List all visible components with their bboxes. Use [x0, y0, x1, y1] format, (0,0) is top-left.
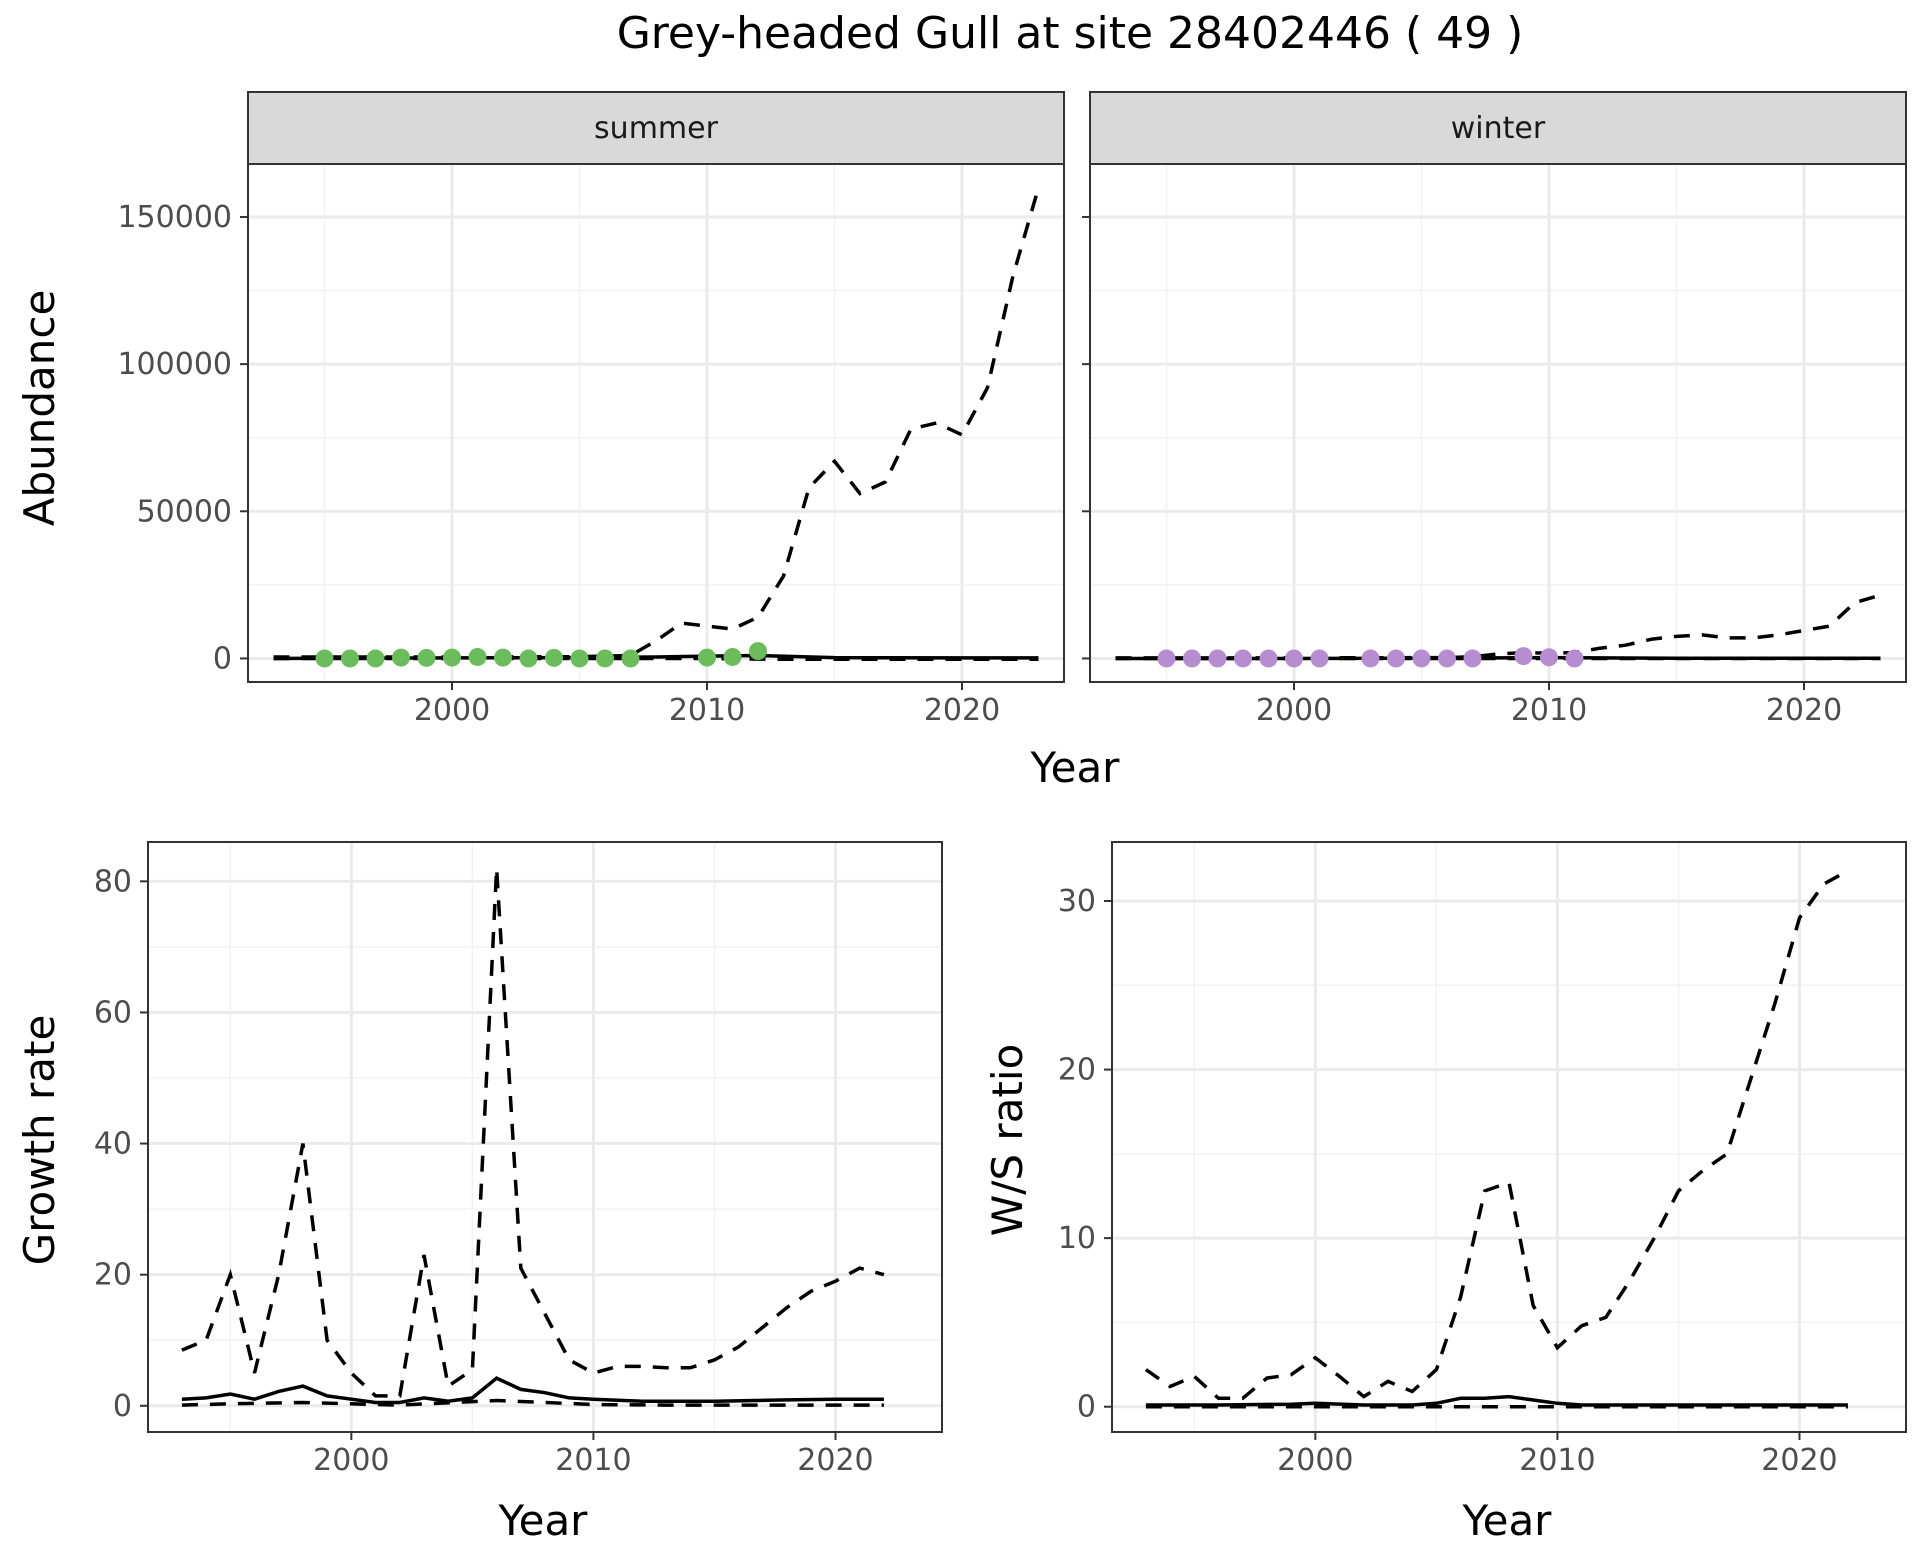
abundance-panel-summer: 2000 2010 2020 0 50000 100000 150000 summer [117, 91, 1065, 728]
series-group [1115, 593, 1881, 668]
panel-border [1089, 163, 1907, 683]
data-point [443, 648, 461, 667]
data-point [1514, 647, 1533, 666]
data-point [545, 648, 563, 667]
series-estimate-line [1145, 1394, 1848, 1407]
data-point [1412, 649, 1431, 668]
data-point [519, 649, 538, 668]
data-point [392, 648, 410, 667]
data-point [315, 649, 334, 668]
data-point [1208, 649, 1227, 668]
y-tick-label: 30 [1058, 884, 1096, 919]
abundance-x-axis-title: Year [1030, 743, 1121, 792]
chart-title: Grey-headed Gull at site 28402446 ( 49 ) [617, 8, 1524, 59]
data-point [596, 649, 614, 668]
data-point [698, 648, 716, 667]
ratio-x-axis-title: Year [1462, 1496, 1553, 1545]
x-tick-label: 2000 [1277, 1443, 1353, 1478]
data-point [1540, 648, 1558, 667]
data-point [1157, 649, 1176, 668]
data-point [1463, 649, 1482, 668]
y-tick-label: 0 [113, 1389, 132, 1424]
x-tick-label: 2020 [1766, 693, 1842, 728]
y-tick-label: 100000 [117, 347, 232, 382]
data-point [723, 647, 742, 666]
x-tick-label: 2020 [1761, 1443, 1837, 1478]
y-tick-label: 40 [94, 1127, 132, 1162]
y-tick-label: 150000 [117, 200, 232, 235]
x-tick-label: 2010 [1511, 693, 1587, 728]
facet-strip-label: summer [594, 111, 719, 146]
y-tick-label: 20 [94, 1258, 132, 1293]
data-point [1387, 649, 1405, 668]
series-estimate-line [181, 1376, 884, 1405]
x-tick-label: 2010 [669, 693, 745, 728]
facet-strip [247, 91, 1065, 165]
data-point [1285, 649, 1303, 668]
data-point [494, 648, 512, 667]
y-tick-label: 20 [1058, 1053, 1096, 1088]
data-point [341, 649, 359, 668]
data-point [1361, 649, 1380, 668]
ratio-panel: 2000 2010 2020 0 10 20 30 [1058, 841, 1907, 1478]
series-upper-line [273, 187, 1041, 659]
data-point [1565, 649, 1584, 668]
data-point [1234, 649, 1252, 668]
y-tick-label: 0 [213, 641, 232, 676]
ratio-y-axis-title: W/S ratio [983, 1044, 1032, 1237]
data-point [1259, 649, 1278, 668]
data-point [749, 642, 767, 661]
abundance-y-axis-title: Abundance [15, 290, 64, 527]
growth-y-axis-title: Growth rate [15, 1015, 64, 1266]
data-point [570, 649, 589, 668]
y-tick-label: 50000 [137, 494, 232, 529]
facet-strip [1089, 91, 1907, 165]
x-tick-label: 2000 [414, 693, 490, 728]
data-point [468, 647, 487, 666]
x-tick-label: 2020 [924, 693, 1000, 728]
y-tick-label: 80 [94, 864, 132, 899]
data-point [1310, 649, 1329, 668]
panel-border [247, 163, 1065, 683]
panel-border [1111, 841, 1907, 1433]
y-tick-label: 60 [94, 995, 132, 1030]
series-group [1144, 869, 1849, 1409]
y-tick-label: 0 [1077, 1390, 1096, 1425]
y-tick-label: 10 [1058, 1221, 1096, 1256]
growth-x-axis-title: Year [498, 1496, 589, 1545]
series-upper-line [1144, 869, 1849, 1401]
x-tick-label: 2020 [797, 1443, 873, 1478]
x-tick-label: 2010 [555, 1443, 631, 1478]
series-upper-line [1115, 593, 1881, 660]
x-tick-label: 2000 [1256, 693, 1332, 728]
panel-border [147, 841, 943, 1433]
abundance-panel-winter: 2000 2010 2020 winter [1082, 91, 1907, 728]
facet-strip-label: winter [1451, 111, 1546, 146]
x-tick-label: 2000 [313, 1443, 389, 1478]
growth-panel: 2000 2010 2020 0 20 40 60 80 [94, 841, 943, 1478]
data-point [1183, 649, 1201, 668]
series-upper-line [181, 868, 885, 1398]
data-point [621, 649, 640, 668]
series-group [181, 868, 885, 1407]
series-lower-line [181, 1398, 884, 1407]
series-group [273, 187, 1041, 668]
data-point [1438, 649, 1456, 668]
data-point [417, 648, 436, 667]
x-tick-label: 2010 [1519, 1443, 1595, 1478]
data-point [366, 649, 385, 668]
